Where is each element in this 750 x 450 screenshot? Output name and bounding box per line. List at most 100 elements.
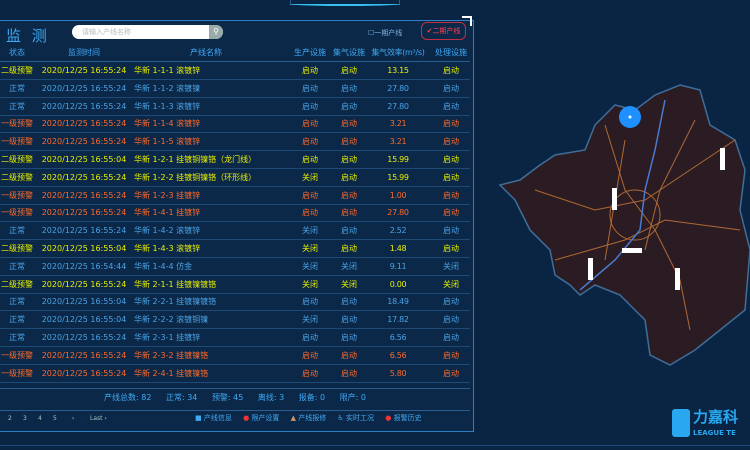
cell-collection: 启动 bbox=[341, 208, 357, 218]
table-row[interactable]: 正常 2020/12/25 16:54:44 华新 1-4-4 仿金 关闭 关闭 9.11… bbox=[0, 258, 470, 276]
cell-line-name: 华新 1-2-1 挂镀铜镍铬（龙门线） bbox=[134, 155, 257, 164]
cell-line-name: 华新 1-2-3 挂镀锌 bbox=[134, 190, 201, 200]
cell-collection: 启动 bbox=[341, 226, 357, 236]
cell-collection: 关闭 bbox=[341, 261, 357, 271]
table-row[interactable]: 一级预警 2020/12/25 16:55:24 华新 1-2-3 挂镀锌 启动 启动 1… bbox=[0, 187, 470, 205]
cell-status: 正常 bbox=[9, 226, 25, 236]
filter-phase2-label: 二期产线 bbox=[432, 27, 461, 35]
cell-production: 关闭 bbox=[302, 315, 318, 325]
cell-collection: 启动 bbox=[341, 190, 357, 200]
cell-collection: 启动 bbox=[341, 101, 357, 111]
page-3[interactable]: 3 bbox=[23, 415, 27, 422]
cell-efficiency: 27.80 bbox=[387, 101, 409, 111]
page-4[interactable]: 4 bbox=[38, 415, 42, 422]
legend-realtime-label: 实时工况 bbox=[346, 414, 375, 422]
cell-line-name: 华新 1-4-4 仿金 bbox=[134, 261, 193, 271]
cell-status: 正常 bbox=[9, 83, 25, 93]
table-row[interactable]: 一级预警 2020/12/25 16:55:24 华新 1-4-1 挂镀锌 启动 启动 2… bbox=[0, 204, 470, 223]
page-2[interactable]: 2 bbox=[8, 415, 12, 422]
cell-time: 2020/12/25 16:55:24 bbox=[41, 101, 127, 111]
cell-status: 二级预警 bbox=[1, 155, 33, 164]
legend-history[interactable]: ● 报警历史 bbox=[385, 414, 421, 422]
table-row[interactable]: 正常 2020/12/25 16:55:24 华新 1-4-2 滚镀锌 关闭 启动 2.5… bbox=[0, 222, 470, 241]
table-row[interactable]: 正常 2020/12/25 16:55:24 华新 1-1-2 滚镀镍 启动 启动 27.… bbox=[0, 80, 470, 98]
cell-treatment: 启动 bbox=[443, 333, 459, 342]
logo-en: LEAGUE TE bbox=[693, 429, 736, 437]
table-row[interactable]: 一级预警 2020/12/25 16:55:24 华新 1-1-4 滚镀锌 启动 启动 3… bbox=[0, 115, 470, 134]
legend-repair[interactable]: ▲ 产线报修 bbox=[291, 414, 327, 422]
cell-efficiency: 13.15 bbox=[387, 66, 409, 75]
filter-phase1[interactable]: ☐一期产线 bbox=[368, 29, 403, 37]
cell-line-name: 华新 2-4-1 挂镀镍铬 bbox=[134, 368, 209, 378]
table-header: 状态 监测时间 产线名称 生产设施 集气设施 集气效率(m³/s) 处理设施 bbox=[0, 44, 470, 62]
limit-count: 限产: 0 bbox=[339, 393, 366, 402]
cell-time: 2020/12/25 16:55:24 bbox=[41, 279, 127, 289]
limit-icon: ● bbox=[243, 414, 250, 422]
page-5[interactable]: 5 bbox=[53, 415, 57, 422]
cell-status: 二级预警 bbox=[1, 279, 33, 289]
logo-cn: 力嘉科 bbox=[693, 408, 739, 426]
map-marker-dot bbox=[628, 115, 632, 119]
report-count: 报备: 0 bbox=[298, 393, 326, 402]
cell-efficiency: 6.56 bbox=[389, 350, 407, 360]
cell-treatment: 启动 bbox=[443, 137, 459, 147]
cell-collection: 关闭 bbox=[341, 279, 357, 289]
map-station-markers bbox=[588, 148, 725, 290]
alarm-history-icon: ● bbox=[385, 414, 392, 422]
cell-production: 启动 bbox=[302, 137, 318, 147]
legend-limit[interactable]: ● 限产设置 bbox=[243, 414, 279, 422]
table-row[interactable]: 正常 2020/12/25 16:55:24 华新 1-1-3 滚镀锌 启动 启动 27.… bbox=[0, 98, 470, 116]
cell-time: 2020/12/25 16:55:24 bbox=[41, 119, 127, 129]
col-time: 监测时间 bbox=[68, 48, 100, 57]
region-map[interactable] bbox=[495, 80, 750, 370]
cell-efficiency: 17.82 bbox=[387, 315, 409, 325]
cell-collection: 启动 bbox=[341, 244, 357, 253]
table-row[interactable]: 一级预警 2020/12/25 16:55:24 华新 1-1-5 滚镀锌 启动 启动 3… bbox=[0, 133, 470, 152]
info-icon: ■ bbox=[195, 414, 202, 422]
cell-time: 2020/12/25 16:55:24 bbox=[41, 368, 127, 378]
cell-production: 启动 bbox=[302, 83, 318, 93]
search-input[interactable]: 请输入产线名称 ⚲ bbox=[72, 25, 223, 39]
map-river bbox=[579, 99, 666, 291]
logo-icon bbox=[672, 409, 690, 437]
page-next[interactable]: › bbox=[72, 415, 75, 422]
cell-efficiency: 3.21 bbox=[389, 119, 407, 129]
table-row[interactable]: 一级预警 2020/12/25 16:55:24 华新 2-3-2 挂镀镍铬 启动 启动… bbox=[0, 347, 470, 365]
cell-line-name: 华新 1-2-2 挂镀铜镍铬（环形线） bbox=[134, 172, 257, 182]
cell-efficiency: 27.80 bbox=[387, 208, 409, 218]
table-row[interactable]: 一级预警 2020/12/25 16:55:24 华新 2-4-1 挂镀镍铬 启动 启动… bbox=[0, 365, 470, 383]
cell-treatment: 启动 bbox=[443, 172, 459, 182]
page-last[interactable]: Last › bbox=[90, 415, 107, 422]
table-row[interactable]: 二级预警 2020/12/25 16:55:24 华新 2-1-1 挂镀镍镀铬 关闭 关… bbox=[0, 276, 470, 294]
table-row[interactable]: 二级预警 2020/12/25 16:55:04 华新 1-4-3 滚镀锌 关闭 启动 1… bbox=[0, 240, 470, 258]
cell-status: 一级预警 bbox=[1, 119, 33, 129]
realtime-icon: ♿ bbox=[337, 414, 344, 422]
cell-line-name: 华新 2-1-1 挂镀镍镀铬 bbox=[134, 279, 217, 289]
cell-production: 启动 bbox=[302, 350, 318, 360]
cell-time: 2020/12/25 16:55:24 bbox=[41, 66, 127, 75]
cell-collection: 启动 bbox=[341, 333, 357, 342]
legend-realtime[interactable]: ♿ 实时工况 bbox=[338, 414, 375, 422]
legend-info[interactable]: ■ 产线信息 bbox=[195, 414, 232, 422]
cell-status: 二级预警 bbox=[1, 172, 33, 182]
col-production: 生产设施 bbox=[294, 48, 326, 57]
table-row[interactable]: 二级预警 2020/12/25 16:55:04 华新 1-2-1 挂镀铜镍铬（龙门… bbox=[0, 151, 470, 169]
cell-line-name: 华新 2-3-1 挂镀锌 bbox=[134, 333, 201, 342]
cell-time: 2020/12/25 16:55:24 bbox=[41, 350, 127, 360]
table-row[interactable]: 二级预警 2020/12/25 16:55:24 华新 1-2-2 挂镀铜镍铬（环形… bbox=[0, 169, 470, 187]
cell-efficiency: 5.80 bbox=[389, 368, 407, 378]
cell-line-name: 华新 2-3-2 挂镀镍铬 bbox=[134, 350, 209, 360]
cell-collection: 启动 bbox=[341, 297, 357, 307]
search-icon[interactable]: ⚲ bbox=[209, 25, 223, 39]
cell-line-name: 华新 1-1-3 滚镀锌 bbox=[134, 101, 201, 111]
col-collection: 集气设施 bbox=[333, 48, 365, 57]
cell-production: 启动 bbox=[302, 368, 318, 378]
legend-history-label: 报警历史 bbox=[393, 414, 422, 422]
table-row[interactable]: 正常 2020/12/25 16:55:24 华新 2-3-1 挂镀锌 启动 启动 6.5… bbox=[0, 329, 470, 347]
pagination: 2 3 4 5 › Last › bbox=[0, 410, 470, 426]
table-row[interactable]: 正常 2020/12/25 16:55:04 华新 2-2-1 挂镀镍镀铬 启动 启动 1… bbox=[0, 293, 470, 312]
cell-efficiency: 1.48 bbox=[389, 244, 407, 253]
filter-phase2[interactable]: ✔二期产线 bbox=[421, 22, 466, 40]
table-row[interactable]: 正常 2020/12/25 16:55:04 华新 2-2-2 滚镀铜镍 关闭 启动 17… bbox=[0, 311, 470, 330]
table-row[interactable]: 二级预警 2020/12/25 16:55:24 华新 1-1-1 滚镀锌 启动 启动 1… bbox=[0, 62, 470, 80]
